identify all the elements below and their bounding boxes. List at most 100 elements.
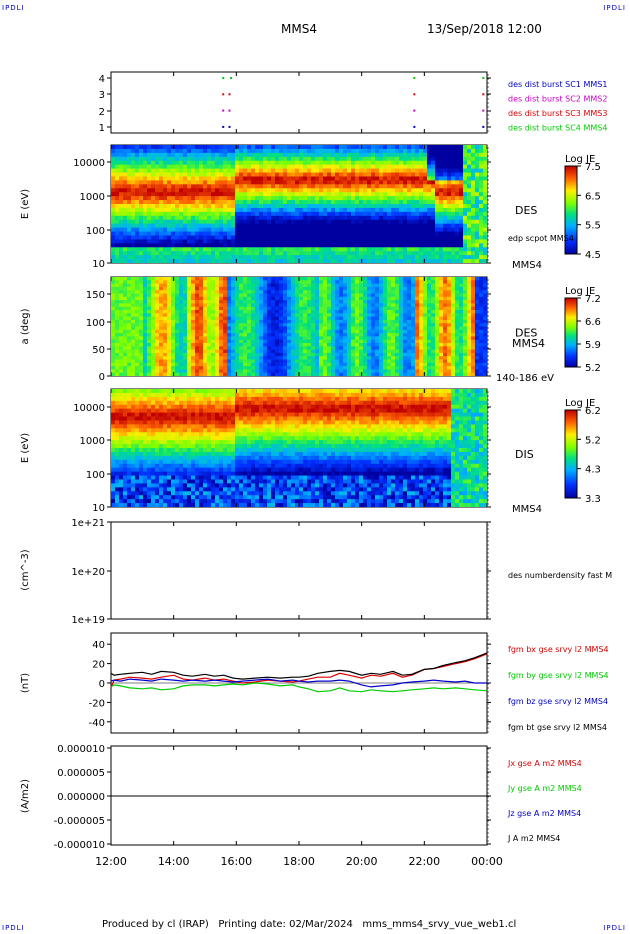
des_pitch-cell (211, 366, 216, 370)
des_pitch-cell (283, 372, 288, 376)
des_energy-cell (403, 231, 408, 237)
des_pitch-cell (207, 280, 212, 285)
des_energy-cell (427, 156, 432, 162)
des_pitch-cell (243, 323, 248, 328)
des_energy-cell (371, 219, 376, 225)
des_pitch-cell (319, 283, 324, 288)
des_energy-cell (319, 231, 324, 237)
des_pitch-cell (223, 356, 228, 361)
des_energy-cell (483, 215, 487, 221)
des_energy-cell (187, 145, 192, 150)
des_energy-cell (167, 196, 172, 201)
des_pitch-cell (111, 362, 116, 367)
des_energy-cell (187, 188, 192, 193)
des_energy-cell (115, 145, 120, 150)
des_energy-cell (371, 255, 376, 260)
des_pitch-cell (227, 329, 232, 334)
des_pitch-cell (167, 310, 172, 314)
des_energy-cell (291, 172, 296, 178)
des_energy-cell (287, 145, 292, 150)
des_pitch-cell (207, 362, 212, 367)
des_pitch-cell (219, 356, 224, 361)
des_energy-cell (123, 215, 128, 221)
des_energy-cell (335, 227, 340, 233)
des_pitch-cell (139, 319, 144, 324)
des_energy-cell (427, 235, 432, 240)
des_energy-cell (371, 259, 376, 263)
des_pitch-cell (339, 293, 344, 298)
des_pitch-cell (391, 352, 396, 357)
des_energy-cell (179, 247, 184, 252)
des_energy-cell (299, 200, 304, 205)
des_energy-cell (143, 204, 148, 209)
des_pitch-cell (147, 369, 152, 374)
des_pitch-cell (127, 346, 132, 351)
des_pitch-cell (395, 372, 400, 376)
des_pitch-cell (127, 329, 132, 334)
des_pitch-cell (127, 343, 132, 347)
des_pitch-cell (267, 346, 272, 351)
des_energy-cell (207, 168, 212, 174)
des_energy-cell (407, 215, 412, 221)
des_pitch-cell (179, 296, 184, 301)
des_energy-cell (443, 148, 448, 154)
des_energy-cell (339, 215, 344, 221)
des_energy-cell (323, 227, 328, 233)
des_pitch-cell (331, 326, 336, 331)
des_energy-cell (175, 156, 180, 162)
des_pitch-cell (203, 326, 208, 331)
des_energy-cell (155, 219, 160, 225)
des_pitch-cell (111, 372, 116, 376)
des_energy-cell (155, 176, 160, 181)
des_pitch-cell (147, 339, 152, 344)
des_energy-cell (415, 223, 420, 229)
des_energy-cell (275, 247, 280, 252)
des_energy-cell (135, 176, 140, 181)
des_pitch-cell (275, 280, 280, 285)
des_pitch-cell (307, 306, 312, 311)
des_energy-cell (463, 223, 468, 229)
des_pitch-cell (287, 326, 292, 331)
des_pitch-cell (159, 339, 164, 344)
des_energy-cell (299, 223, 304, 229)
des_pitch-cell (207, 346, 212, 351)
des_energy-cell (407, 219, 412, 225)
des_pitch-cell (215, 323, 220, 328)
des_energy-cell (327, 160, 332, 166)
des_pitch-cell (363, 356, 368, 361)
des_energy-cell (451, 243, 456, 248)
des_pitch-cell (359, 310, 364, 314)
des_pitch-cell (387, 283, 392, 288)
des_energy-cell (423, 196, 428, 201)
des_pitch-cell (235, 319, 240, 324)
des_pitch-cell (387, 343, 392, 347)
des_pitch-cell (303, 296, 308, 301)
des_pitch-cell (215, 372, 220, 376)
des_energy-cell (151, 200, 156, 205)
des_energy-cell (391, 223, 396, 229)
des_pitch-cell (319, 362, 324, 367)
des_energy-cell (151, 215, 156, 221)
des_pitch-cell (151, 280, 156, 285)
des_pitch-cell (307, 352, 312, 357)
des_energy-cell (111, 160, 116, 166)
des_pitch-cell (275, 310, 280, 314)
des_energy-cell (183, 160, 188, 166)
des_pitch-cell (351, 372, 356, 376)
des_energy-cell (147, 184, 152, 189)
des_pitch-cell (183, 326, 188, 331)
des_energy-cell (319, 239, 324, 244)
des_pitch-cell (167, 356, 172, 361)
des_pitch-cell (307, 359, 312, 364)
des_energy-cell (367, 207, 372, 213)
des_pitch-cell (227, 290, 232, 295)
des_pitch-cell (111, 290, 116, 295)
des_energy-cell (143, 243, 148, 248)
des_pitch-cell (327, 323, 332, 328)
des_pitch-cell (135, 369, 140, 374)
des_energy-cell (359, 180, 364, 185)
des_pitch-cell (267, 359, 272, 364)
des_energy-cell (395, 231, 400, 237)
des_pitch-cell (395, 310, 400, 314)
des_pitch-cell (223, 310, 228, 314)
